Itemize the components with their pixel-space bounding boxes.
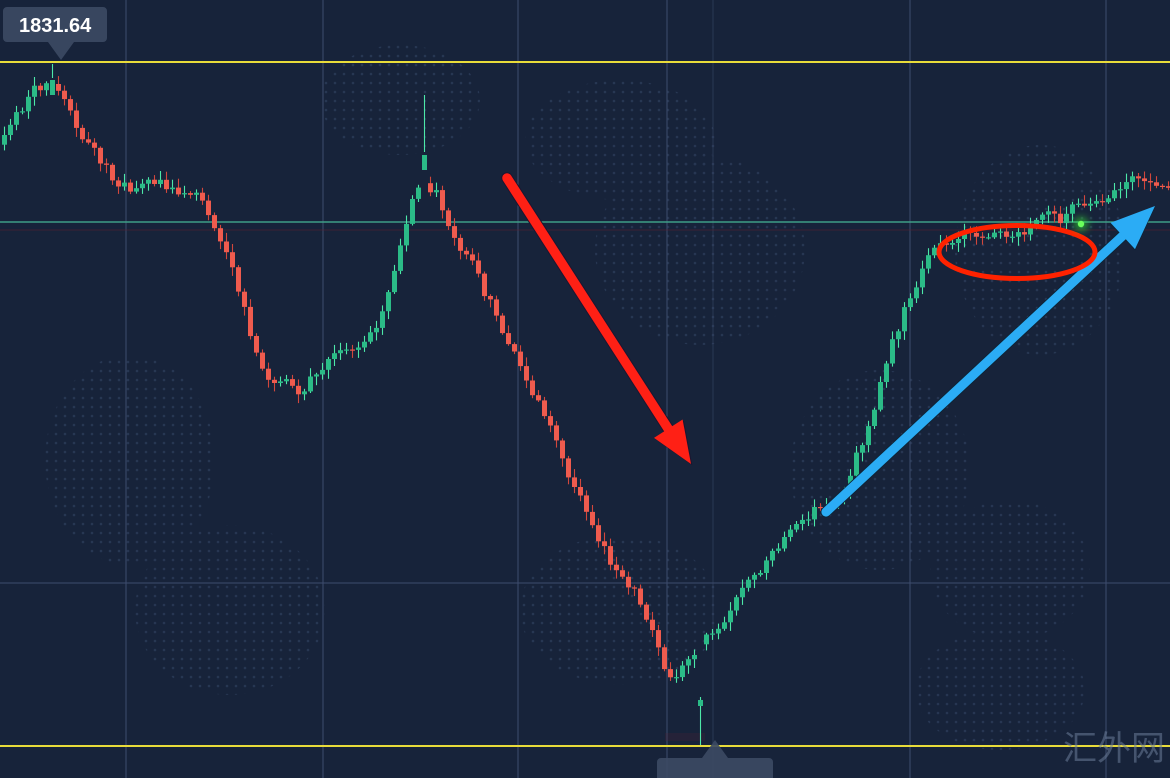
- svg-text:汇外网: 汇外网: [1063, 730, 1165, 768]
- svg-text:1831.64: 1831.64: [19, 15, 92, 37]
